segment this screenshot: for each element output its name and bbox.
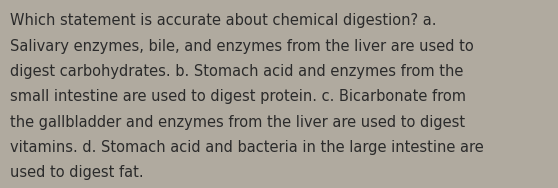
Text: digest carbohydrates. b. Stomach acid and enzymes from the: digest carbohydrates. b. Stomach acid an… [10, 64, 463, 79]
Text: small intestine are used to digest protein. c. Bicarbonate from: small intestine are used to digest prote… [10, 89, 466, 104]
Text: used to digest fat.: used to digest fat. [10, 165, 143, 180]
Text: Salivary enzymes, bile, and enzymes from the liver are used to: Salivary enzymes, bile, and enzymes from… [10, 39, 474, 54]
Text: the gallbladder and enzymes from the liver are used to digest: the gallbladder and enzymes from the liv… [10, 115, 465, 130]
Text: Which statement is accurate about chemical digestion? a.: Which statement is accurate about chemic… [10, 13, 436, 28]
Text: vitamins. d. Stomach acid and bacteria in the large intestine are: vitamins. d. Stomach acid and bacteria i… [10, 140, 484, 155]
